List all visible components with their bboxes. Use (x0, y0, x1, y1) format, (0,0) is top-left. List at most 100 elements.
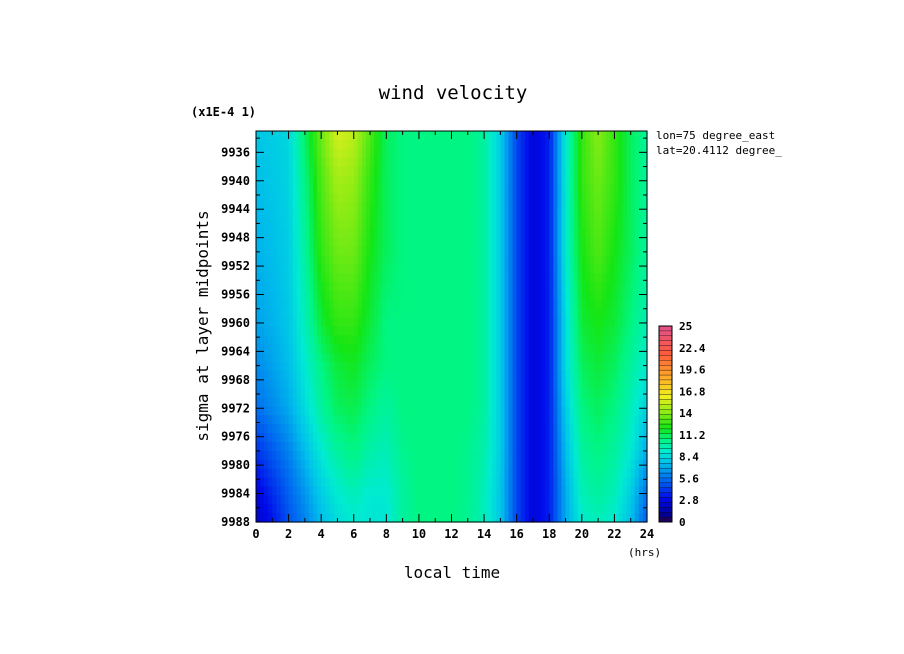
heatmap-cell (463, 459, 469, 470)
heatmap-cell (622, 317, 628, 328)
heatmap-cell (516, 246, 522, 257)
heatmap-cell (260, 317, 265, 328)
heatmap-cell (618, 157, 624, 168)
heatmap-cell (292, 504, 298, 514)
heatmap-cell (504, 131, 510, 141)
heatmap-cell (541, 299, 546, 310)
heatmap-cell (304, 477, 310, 488)
heatmap-cell (614, 166, 620, 177)
heatmap-cell (565, 486, 571, 496)
heatmap-cell (565, 299, 571, 310)
heatmap-cell (333, 255, 339, 265)
heatmap-cell (581, 335, 587, 345)
heatmap-cell (370, 504, 375, 514)
heatmap-cell (467, 388, 473, 399)
heatmap-cell (545, 335, 550, 345)
heatmap-cell (484, 397, 489, 408)
heatmap-cell (553, 237, 558, 248)
heatmap-cell (276, 255, 282, 265)
heatmap-cell (390, 379, 396, 390)
heatmap-cell (390, 246, 396, 257)
heatmap-cell (361, 264, 367, 274)
heatmap-cell (524, 139, 530, 150)
heatmap-cell (329, 193, 334, 203)
heatmap-cell (435, 308, 440, 319)
colorbar-band (658, 355, 673, 361)
heatmap-cell (268, 388, 273, 399)
heatmap-cell (455, 202, 461, 212)
heatmap-cell (268, 415, 273, 425)
heatmap-cell (577, 362, 583, 372)
y-tick-label: 9988 (221, 515, 250, 529)
heatmap-cell (325, 246, 330, 257)
heatmap-cell (467, 486, 473, 496)
heatmap-cell (516, 131, 522, 141)
heatmap-cell (594, 210, 599, 221)
heatmap-cell (496, 450, 501, 461)
heatmap-cell (634, 264, 640, 274)
heatmap-cell (325, 362, 330, 372)
heatmap-cell (545, 442, 550, 452)
heatmap-cell (394, 344, 400, 354)
heatmap-cell (357, 317, 363, 328)
heatmap-cell (333, 202, 339, 212)
heatmap-cell (402, 433, 408, 443)
heatmap-cell (410, 299, 416, 310)
heatmap-cell (475, 299, 481, 310)
heatmap-cell (378, 442, 383, 452)
heatmap-cell (431, 175, 436, 185)
heatmap-cell (353, 477, 359, 488)
heatmap-cell (361, 486, 367, 496)
heatmap-cell (512, 370, 518, 381)
heatmap-cell (508, 237, 514, 248)
heatmap-cell (626, 495, 632, 505)
heatmap-cell (325, 237, 330, 248)
heatmap-cell (374, 237, 379, 248)
heatmap-cell (337, 184, 343, 194)
heatmap-cell (484, 166, 489, 177)
heatmap-cell (341, 495, 347, 505)
heatmap-cell (443, 424, 449, 434)
heatmap-cell (504, 246, 510, 257)
heatmap-cell (402, 459, 408, 470)
heatmap-cell (308, 442, 314, 452)
heatmap-cell (345, 362, 351, 372)
heatmap-cell (451, 273, 457, 283)
x-tick-label: 24 (640, 527, 654, 541)
heatmap-cell (349, 282, 355, 292)
heatmap-cell (557, 424, 563, 434)
heatmap-cell (447, 379, 453, 390)
heatmap-cell (480, 264, 485, 274)
heatmap-cell (532, 193, 538, 203)
heatmap-cell (557, 397, 563, 408)
heatmap-cell (622, 370, 628, 381)
heatmap-cell (276, 379, 282, 390)
heatmap-cell (260, 353, 265, 363)
heatmap-cell (361, 255, 367, 265)
heatmap-cell (337, 486, 343, 496)
heatmap-cell (520, 397, 526, 408)
heatmap-cell (435, 237, 440, 248)
heatmap-cell (642, 282, 648, 292)
heatmap-cell (573, 477, 579, 488)
heatmap-cell (443, 388, 449, 399)
heatmap-cell (565, 131, 571, 141)
heatmap-cell (524, 468, 530, 479)
heatmap-cell (451, 442, 457, 452)
heatmap-cell (471, 210, 477, 221)
heatmap-cell (516, 157, 522, 168)
heatmap-cell (378, 202, 383, 212)
heatmap-cell (475, 486, 481, 496)
heatmap-cell (276, 228, 282, 239)
heatmap-cell (549, 299, 554, 310)
heatmap-cell (300, 202, 306, 212)
heatmap-cell (337, 477, 343, 488)
heatmap-cell (284, 255, 290, 265)
heatmap-cell (553, 362, 558, 372)
heatmap-cell (602, 184, 607, 194)
heatmap-cell (256, 459, 261, 470)
heatmap-cell (345, 370, 351, 381)
heatmap-cell (634, 219, 640, 230)
heatmap-cell (406, 504, 412, 514)
x-units-label: (hrs) (628, 546, 661, 559)
